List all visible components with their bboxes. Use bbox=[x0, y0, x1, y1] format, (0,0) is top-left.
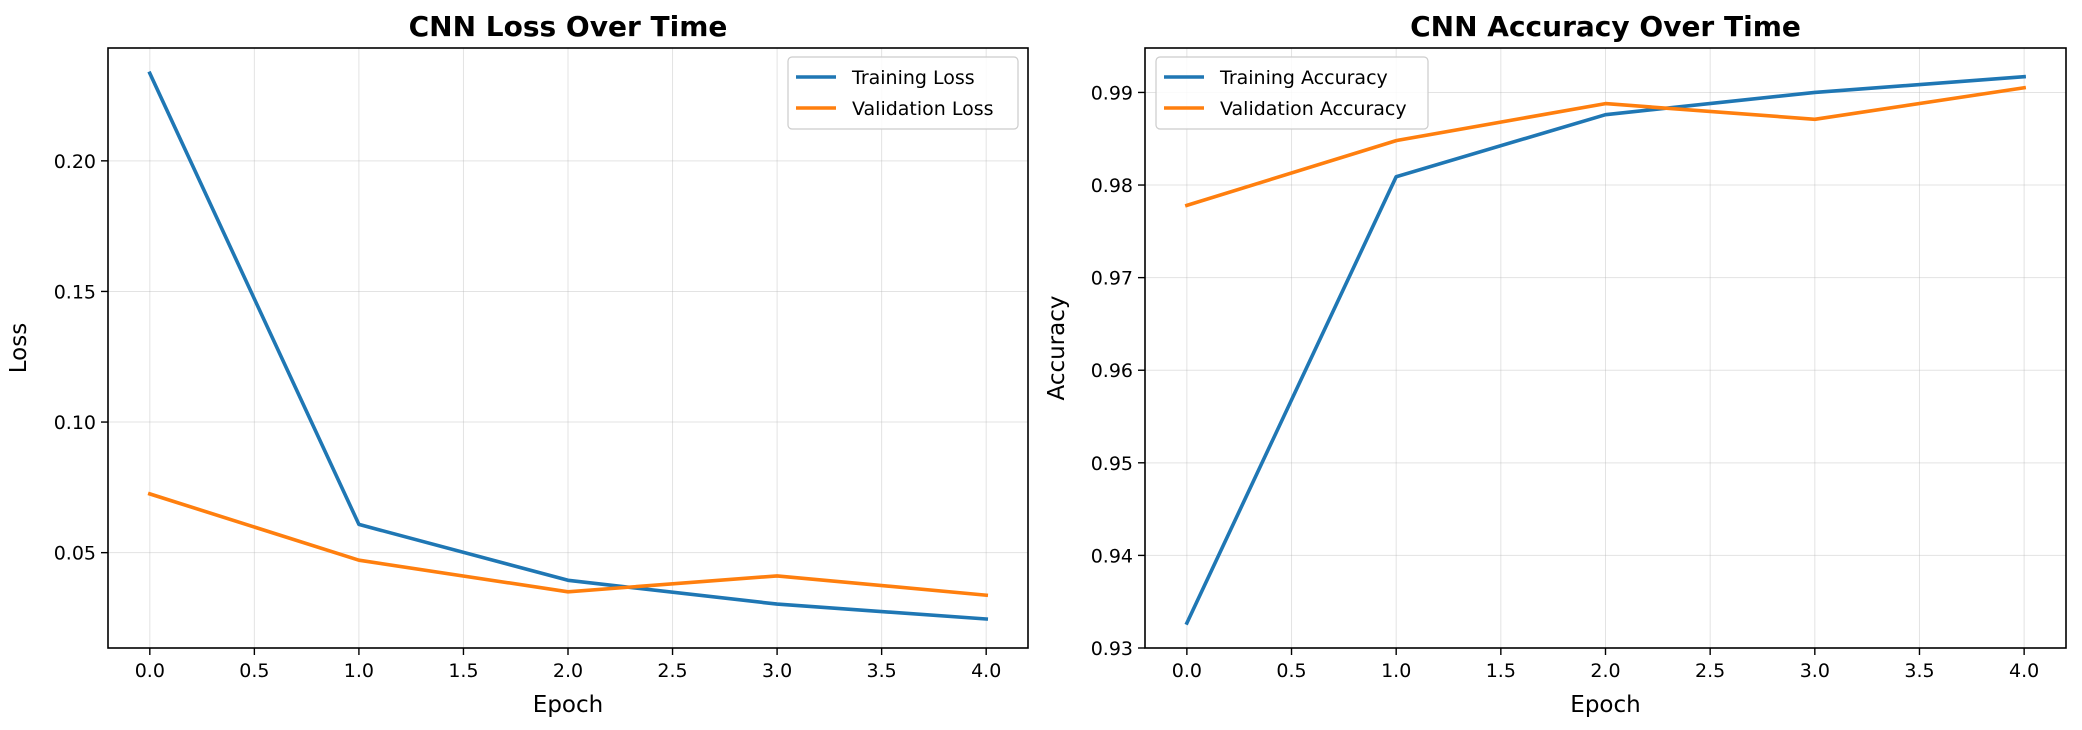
accuracy-chart-title: CNN Accuracy Over Time bbox=[1410, 10, 1801, 43]
loss-x-tick-label: 2.0 bbox=[553, 660, 583, 682]
loss-x-tick-label: 1.0 bbox=[344, 660, 374, 682]
accuracy-y-tick-label: 0.98 bbox=[1091, 175, 1133, 197]
accuracy-y-tick-label: 0.95 bbox=[1091, 453, 1133, 475]
loss-x-tick-label: 0.5 bbox=[239, 660, 269, 682]
loss-grid bbox=[108, 48, 1028, 648]
accuracy-legend-box bbox=[1155, 56, 1429, 130]
accuracy-y-axis-label: Accuracy bbox=[1044, 295, 1070, 400]
accuracy-x-tick-label: 2.0 bbox=[1590, 660, 1620, 682]
loss-x-tick-label: 3.5 bbox=[867, 660, 897, 682]
loss-legend-label-2: Validation Loss bbox=[852, 98, 994, 120]
accuracy-x-tick-label: 2.5 bbox=[1695, 660, 1725, 682]
accuracy-x-axis-label: Epoch bbox=[1570, 692, 1640, 718]
loss-x-tick-label: 4.0 bbox=[971, 660, 1001, 682]
accuracy-legend-label-2: Validation Accuracy bbox=[1220, 98, 1407, 120]
accuracy-x-tick-label: 1.0 bbox=[1381, 660, 1411, 682]
loss-legend-label-1: Training Loss bbox=[851, 67, 975, 89]
loss-legend-box bbox=[787, 56, 1019, 130]
accuracy-y-tick-label: 0.94 bbox=[1091, 545, 1133, 567]
loss-y-tick-label: 0.05 bbox=[54, 543, 96, 565]
accuracy-chart-panel: 0.0 0.5 1.0 1.5 2.0 2.5 3.0 3.5 4.0 0.93 0.94 0.95 0… bbox=[1044, 10, 2067, 718]
accuracy-x-tick-label: 0.0 bbox=[1172, 660, 1202, 682]
accuracy-y-tick-label: 0.93 bbox=[1091, 638, 1133, 660]
loss-series-line-1 bbox=[147, 70, 989, 621]
loss-x-tick-label: 2.5 bbox=[657, 660, 687, 682]
loss-x-tick-label: 0.0 bbox=[135, 660, 165, 682]
loss-y-tick-label: 0.20 bbox=[54, 151, 96, 173]
accuracy-x-tick-label: 4.0 bbox=[2009, 660, 2039, 682]
accuracy-y-tick-label: 0.99 bbox=[1091, 82, 1133, 104]
loss-x-axis-label: Epoch bbox=[533, 692, 603, 718]
accuracy-x-tick-label: 0.5 bbox=[1276, 660, 1306, 682]
accuracy-x-tick-label: 3.5 bbox=[1904, 660, 1934, 682]
loss-x-tick-label: 3.0 bbox=[762, 660, 792, 682]
accuracy-x-tick-label: 3.0 bbox=[1800, 660, 1830, 682]
loss-y-axis-label: Loss bbox=[6, 323, 32, 373]
accuracy-series-line-2 bbox=[1184, 85, 2027, 208]
loss-y-tick-label: 0.10 bbox=[54, 412, 96, 434]
accuracy-series-line-1 bbox=[1184, 74, 2027, 626]
loss-legend: Training Loss Validation Loss bbox=[787, 56, 1019, 130]
loss-x-tick-label: 1.5 bbox=[448, 660, 478, 682]
accuracy-x-tick-label: 1.5 bbox=[1486, 660, 1516, 682]
accuracy-legend: Training Accuracy Validation Accuracy bbox=[1155, 56, 1429, 130]
accuracy-y-tick-label: 0.97 bbox=[1091, 268, 1133, 290]
accuracy-y-tick-label: 0.96 bbox=[1091, 360, 1133, 382]
accuracy-legend-label-1: Training Accuracy bbox=[1219, 67, 1388, 89]
loss-chart-panel: 0.0 0.5 1.0 1.5 2.0 2.5 3.0 3.5 4.0 0.05 0.10 0.15 0… bbox=[6, 10, 1029, 718]
loss-chart-title: CNN Loss Over Time bbox=[409, 10, 728, 43]
loss-y-tick-label: 0.15 bbox=[54, 281, 96, 303]
loss-series-line-2 bbox=[147, 491, 989, 598]
